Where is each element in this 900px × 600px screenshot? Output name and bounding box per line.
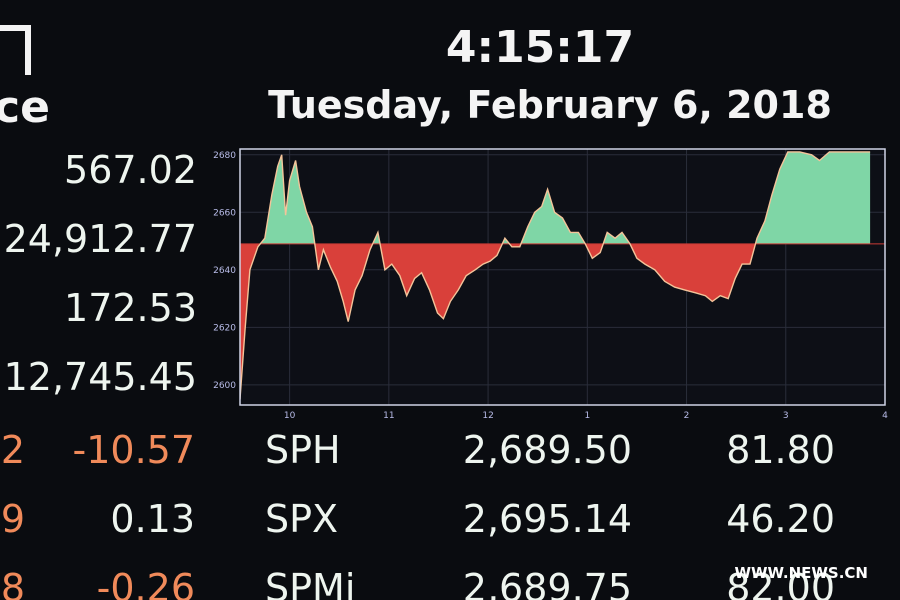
symbol: SPH — [265, 428, 341, 472]
y-tick-label: 2660 — [213, 208, 236, 218]
symbol: SPMi — [265, 566, 355, 600]
change-fragment: 99 — [0, 497, 25, 541]
series — [240, 151, 885, 400]
x-tick-label: 2 — [684, 411, 690, 421]
watermark: WWW.NEWS.CN — [734, 564, 868, 582]
quote-value: 567.02 — [64, 148, 197, 192]
clock: 4:15:17 — [446, 22, 634, 73]
area-up — [240, 151, 871, 244]
x-tick-label: 1 — [584, 411, 590, 421]
price: 2,689.75 — [463, 566, 632, 600]
price: 2,689.50 — [463, 428, 632, 472]
plot-border — [239, 148, 886, 406]
date: Tuesday, February 6, 2018 — [268, 83, 832, 127]
price: 2,695.14 — [463, 497, 632, 541]
y-tick-label: 2640 — [213, 266, 236, 276]
x-tick-label: 10 — [284, 411, 296, 421]
quote-value: 12,745.45 — [4, 355, 197, 399]
change: -10.57 — [73, 428, 196, 472]
y-tick-label: 2600 — [213, 381, 236, 391]
y-tick-label: 2680 — [213, 151, 236, 161]
x-tick-label: 12 — [482, 411, 493, 421]
x-tick-label: 11 — [383, 411, 394, 421]
x-tick-label: 3 — [783, 411, 789, 421]
line — [240, 151, 871, 400]
quote-value: 24,912.77 — [4, 217, 197, 261]
change-fragment: 52 — [0, 428, 25, 472]
x-tick-label: 4 — [882, 411, 888, 421]
y-tick-label: 2620 — [213, 323, 236, 333]
points: 46.20 — [726, 497, 835, 541]
quote-value: 172.53 — [64, 286, 197, 330]
points: 81.80 — [726, 428, 835, 472]
symbol: SPX — [265, 497, 338, 541]
points: 82.00 — [726, 566, 835, 600]
change-fragment: 8 — [1, 566, 25, 600]
logo: ce — [0, 82, 50, 133]
area-down — [240, 243, 756, 400]
logo-mark — [0, 25, 31, 75]
change: 0.13 — [110, 497, 195, 541]
change: -0.26 — [97, 566, 195, 600]
